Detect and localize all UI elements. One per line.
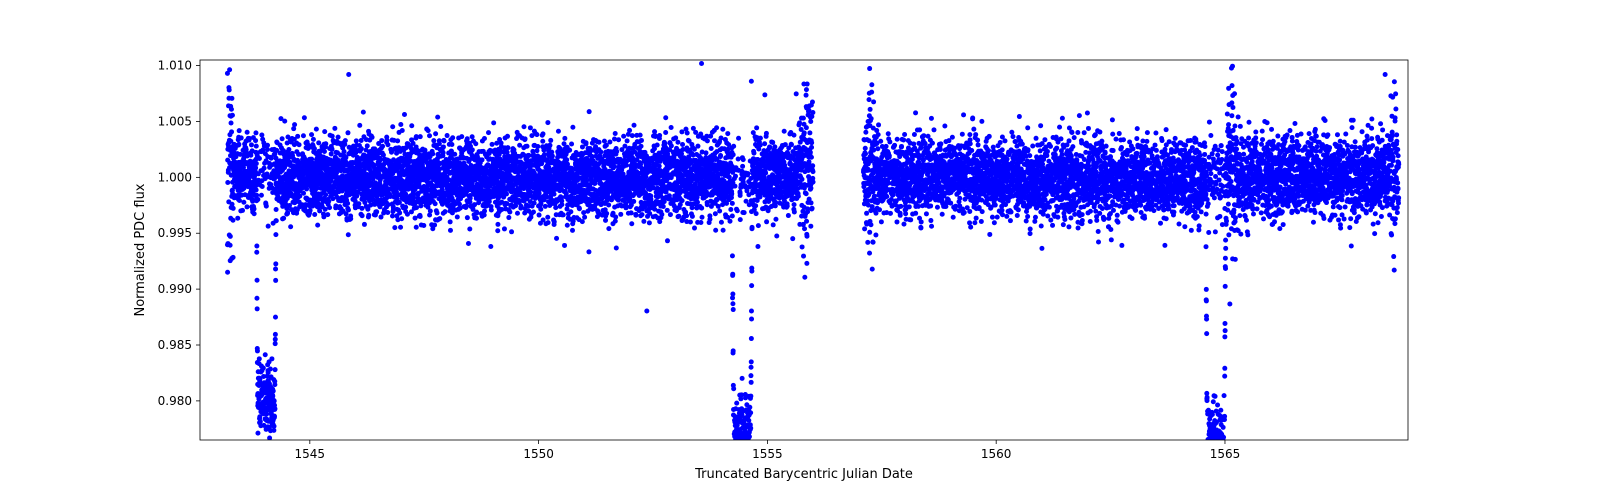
x-tick-label: 1550: [523, 447, 554, 461]
lightcurve-chart: 1545 1550 1555 1560 1565 0.980 0.985 0.990 0.995…: [0, 0, 1600, 500]
y-tick-label: 0.990: [158, 282, 192, 296]
y-axis-label: Normalized PDC flux: [133, 183, 148, 316]
y-tick-label: 1.010: [158, 59, 192, 73]
y-tick-label: 0.985: [158, 338, 192, 352]
x-tick-label: 1560: [981, 447, 1012, 461]
x-axis-label: Truncated Barycentric Julian Date: [694, 467, 913, 482]
y-tick-label: 0.995: [158, 226, 192, 240]
x-tick-label: 1555: [752, 447, 783, 461]
y-tick-label: 1.005: [158, 114, 192, 128]
x-tick-label: 1565: [1210, 447, 1241, 461]
y-tick-label: 0.980: [158, 394, 192, 408]
y-tick-label: 1.000: [158, 170, 192, 184]
x-tick-label: 1545: [295, 447, 326, 461]
chart-svg: 1545 1550 1555 1560 1565 0.980 0.985 0.990 0.995…: [0, 0, 1600, 500]
chart-background: [0, 0, 1600, 500]
